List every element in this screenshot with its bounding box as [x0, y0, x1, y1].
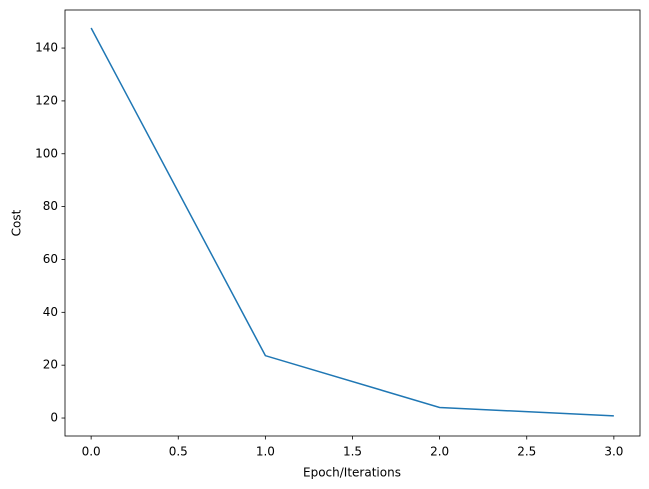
x-tick-label: 0.5 — [169, 445, 188, 459]
x-tick-label: 2.5 — [517, 445, 536, 459]
x-tick-label: 2.0 — [430, 445, 449, 459]
plot-frame — [64, 9, 641, 437]
y-tick-label: 20 — [43, 358, 58, 372]
x-tick-label: 3.0 — [604, 445, 623, 459]
y-tick-label: 120 — [35, 93, 58, 107]
y-tick-label: 40 — [43, 305, 58, 319]
x-tick-label: 0.0 — [82, 445, 101, 459]
y-tick-label: 0 — [50, 411, 58, 425]
y-axis-label: Cost — [10, 209, 24, 236]
x-axis-label: Epoch/Iterations — [303, 466, 401, 480]
x-tick-label: 1.5 — [343, 445, 362, 459]
line-series — [90, 27, 614, 417]
y-tick-label: 140 — [35, 41, 58, 55]
y-tick-label: 60 — [43, 252, 58, 266]
y-tick-label: 100 — [35, 146, 58, 160]
x-tick-label: 1.0 — [256, 445, 275, 459]
y-tick-label: 80 — [43, 199, 58, 213]
